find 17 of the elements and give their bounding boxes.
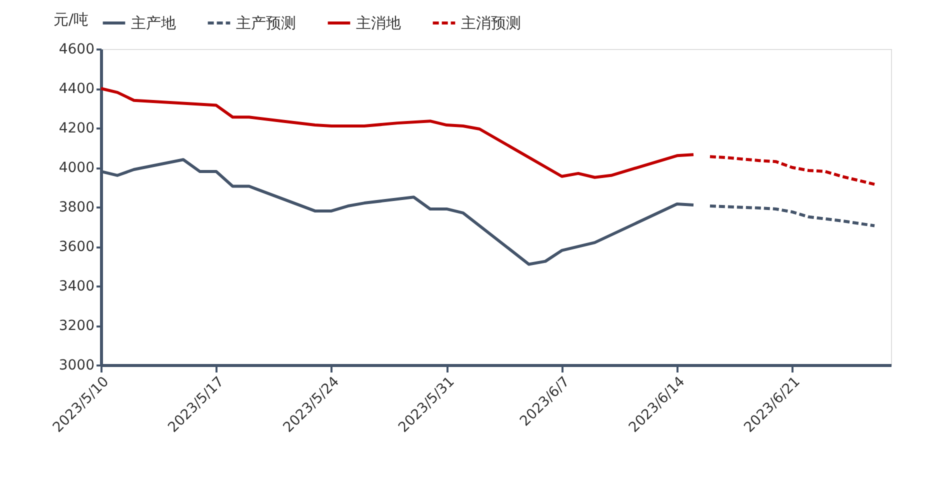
y-tick-label: 4400	[58, 81, 94, 97]
line-series	[708, 204, 876, 228]
y-tick-label: 4000	[58, 160, 94, 176]
legend-label: 主产预测	[236, 14, 296, 32]
legend-label: 主产地	[131, 14, 176, 32]
y-axis-title: 元/吨	[54, 10, 89, 28]
legend-label: 主消地	[356, 14, 401, 32]
y-tick-label: 3800	[58, 200, 94, 216]
y-tick-label: 3000	[58, 358, 94, 374]
y-tick-label: 3400	[58, 278, 94, 294]
line-series	[708, 155, 876, 186]
y-tick-label: 3200	[58, 318, 94, 334]
legend-label: 主消预测	[461, 14, 521, 32]
y-tick-label: 4600	[58, 42, 94, 58]
y-tick-label: 4200	[58, 120, 94, 136]
y-tick-label: 3600	[58, 239, 94, 255]
line-series	[100, 87, 695, 179]
